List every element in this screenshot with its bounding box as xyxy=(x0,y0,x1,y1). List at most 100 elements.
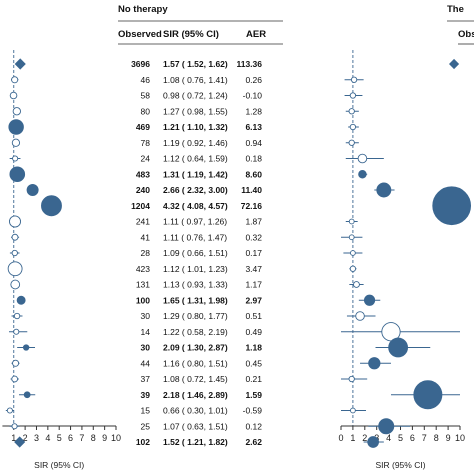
x-tick-label: 1 xyxy=(11,433,16,443)
x-tick-label: 9 xyxy=(102,433,107,443)
sir-cell: 1.13 ( 0.93, 1.33) xyxy=(163,280,228,290)
x-tick-label: 10 xyxy=(455,433,465,443)
aer-cell: 1.17 xyxy=(245,280,262,290)
observed-cell: 15 xyxy=(141,406,151,416)
sir-cell: 1.31 ( 1.19, 1.42) xyxy=(163,169,228,179)
aer-cell: 2.97 xyxy=(245,295,262,305)
sir-cell: 1.12 ( 0.64, 1.59) xyxy=(163,154,228,164)
aer-cell: 8.60 xyxy=(245,169,262,179)
sir-cell: 1.22 ( 0.58, 2.19) xyxy=(163,327,228,337)
aer-cell: 3.47 xyxy=(245,264,262,274)
sir-cell: 1.09 ( 0.66, 1.51) xyxy=(163,248,228,258)
observed-cell: 24 xyxy=(141,154,151,164)
aer-cell: 72.16 xyxy=(241,201,263,211)
observed-cell: 41 xyxy=(141,232,151,242)
x-tick-label: 0 xyxy=(338,433,343,443)
x-tick-label: 7 xyxy=(422,433,427,443)
x-tick-label: 2 xyxy=(362,433,367,443)
x-tick-label: 6 xyxy=(68,433,73,443)
aer-cell: 0.32 xyxy=(245,232,262,242)
estimate-point xyxy=(348,234,355,241)
x-tick-label: 4 xyxy=(386,433,391,443)
observed-cell: 102 xyxy=(136,437,150,447)
estimate-point xyxy=(12,359,20,367)
estimate-point xyxy=(13,312,21,320)
estimate-point xyxy=(11,76,19,84)
sir-cell: 1.29 ( 0.80, 1.77) xyxy=(163,311,228,321)
table-headers: No therapy The Observed SIR (95% CI) AER… xyxy=(118,4,474,45)
estimate-point xyxy=(9,166,26,183)
right-forest-panel: 012345678910SIR (95% CI) xyxy=(338,50,472,470)
estimate-point xyxy=(358,170,367,179)
sir-cell: 1.12 ( 1.01, 1.23) xyxy=(163,264,228,274)
sir-cell: 2.09 ( 1.30, 2.87) xyxy=(163,343,228,353)
aer-cell: 0.45 xyxy=(245,358,262,368)
aer-cell: -0.59 xyxy=(243,406,263,416)
observed-cell: 131 xyxy=(136,280,150,290)
sir-cell: 1.21 ( 1.10, 1.32) xyxy=(163,122,228,132)
sir-cell: 4.32 ( 4.08, 4.57) xyxy=(163,201,228,211)
estimate-point xyxy=(9,91,18,100)
aer-cell: 0.21 xyxy=(245,374,262,384)
observed-cell: 30 xyxy=(141,311,151,321)
x-tick-label: 10 xyxy=(111,433,121,443)
estimate-point xyxy=(350,76,358,83)
aer-cell: 11.40 xyxy=(241,185,262,195)
sir-cell: 1.11 ( 0.97, 1.26) xyxy=(163,217,227,227)
group-header-no-therapy: No therapy xyxy=(118,4,168,15)
estimate-point xyxy=(348,218,355,225)
estimate-point xyxy=(11,375,19,383)
observed-cell: 14 xyxy=(141,327,151,337)
aer-cell: 0.51 xyxy=(245,311,262,321)
aer-cell: 0.18 xyxy=(245,154,262,164)
observed-cell: 1204 xyxy=(131,201,150,211)
sir-cell: 1.07 ( 0.63, 1.51) xyxy=(163,421,228,431)
estimate-point xyxy=(432,186,472,226)
left-forest-panel: 1 2 3 4 5 6 7 8 9 10 SIR (95% CI) xyxy=(2,50,121,470)
observed-cell: 30 xyxy=(141,343,151,353)
col-header-sir: SIR (95% CI) xyxy=(163,29,219,40)
sir-cell: 2.18 ( 1.46, 2.89) xyxy=(163,390,228,400)
x-axis-label: SIR (95% CI) xyxy=(375,460,425,470)
x-tick-label: 9 xyxy=(446,433,451,443)
aer-cell: 0.12 xyxy=(245,421,262,431)
aer-cell: 1.18 xyxy=(245,343,262,353)
observed-cell: 58 xyxy=(141,91,151,101)
x-tick-label: 3 xyxy=(34,433,39,443)
estimate-point xyxy=(7,261,23,277)
group-header-right-partial: The xyxy=(447,4,464,15)
estimate-point xyxy=(6,407,13,414)
x-tick-label: 8 xyxy=(434,433,439,443)
aer-cell: 1.28 xyxy=(245,106,262,116)
estimate-point xyxy=(368,357,381,370)
observed-cell: 100 xyxy=(136,295,150,305)
estimate-point xyxy=(11,423,18,430)
observed-cell: 423 xyxy=(136,264,150,274)
sir-cell: 1.08 ( 0.76, 1.41) xyxy=(163,75,228,85)
estimate-point xyxy=(378,418,395,435)
sir-cell: 1.11 ( 0.76, 1.47) xyxy=(163,232,227,242)
x-tick-label: 5 xyxy=(398,433,403,443)
estimate-point xyxy=(353,281,360,288)
estimate-point xyxy=(355,311,365,321)
estimate-point xyxy=(11,249,18,257)
aer-cell: 0.26 xyxy=(245,75,262,85)
aer-cell: 0.17 xyxy=(245,248,262,258)
estimate-point xyxy=(12,155,19,162)
sir-cell: 1.16 ( 0.80, 1.51) xyxy=(163,358,228,368)
x-tick-label: 2 xyxy=(23,433,28,443)
estimate-point xyxy=(11,233,19,241)
col-header-observed-right-partial: Obs xyxy=(458,29,474,40)
x-axis-label: SIR (95% CI) xyxy=(34,460,84,470)
estimate-point xyxy=(11,138,21,147)
estimate-diamond xyxy=(448,58,460,70)
observed-cell: 37 xyxy=(141,374,151,384)
sir-cell: 1.57 ( 1.52, 1.62) xyxy=(163,59,228,69)
aer-cell: 6.13 xyxy=(245,122,262,132)
estimate-point xyxy=(12,107,21,116)
observed-cell: 78 xyxy=(141,138,151,148)
estimate-point xyxy=(350,407,356,414)
x-tick-label: 1 xyxy=(350,433,355,443)
observed-cell: 46 xyxy=(141,75,151,85)
observed-cell: 80 xyxy=(141,106,151,116)
